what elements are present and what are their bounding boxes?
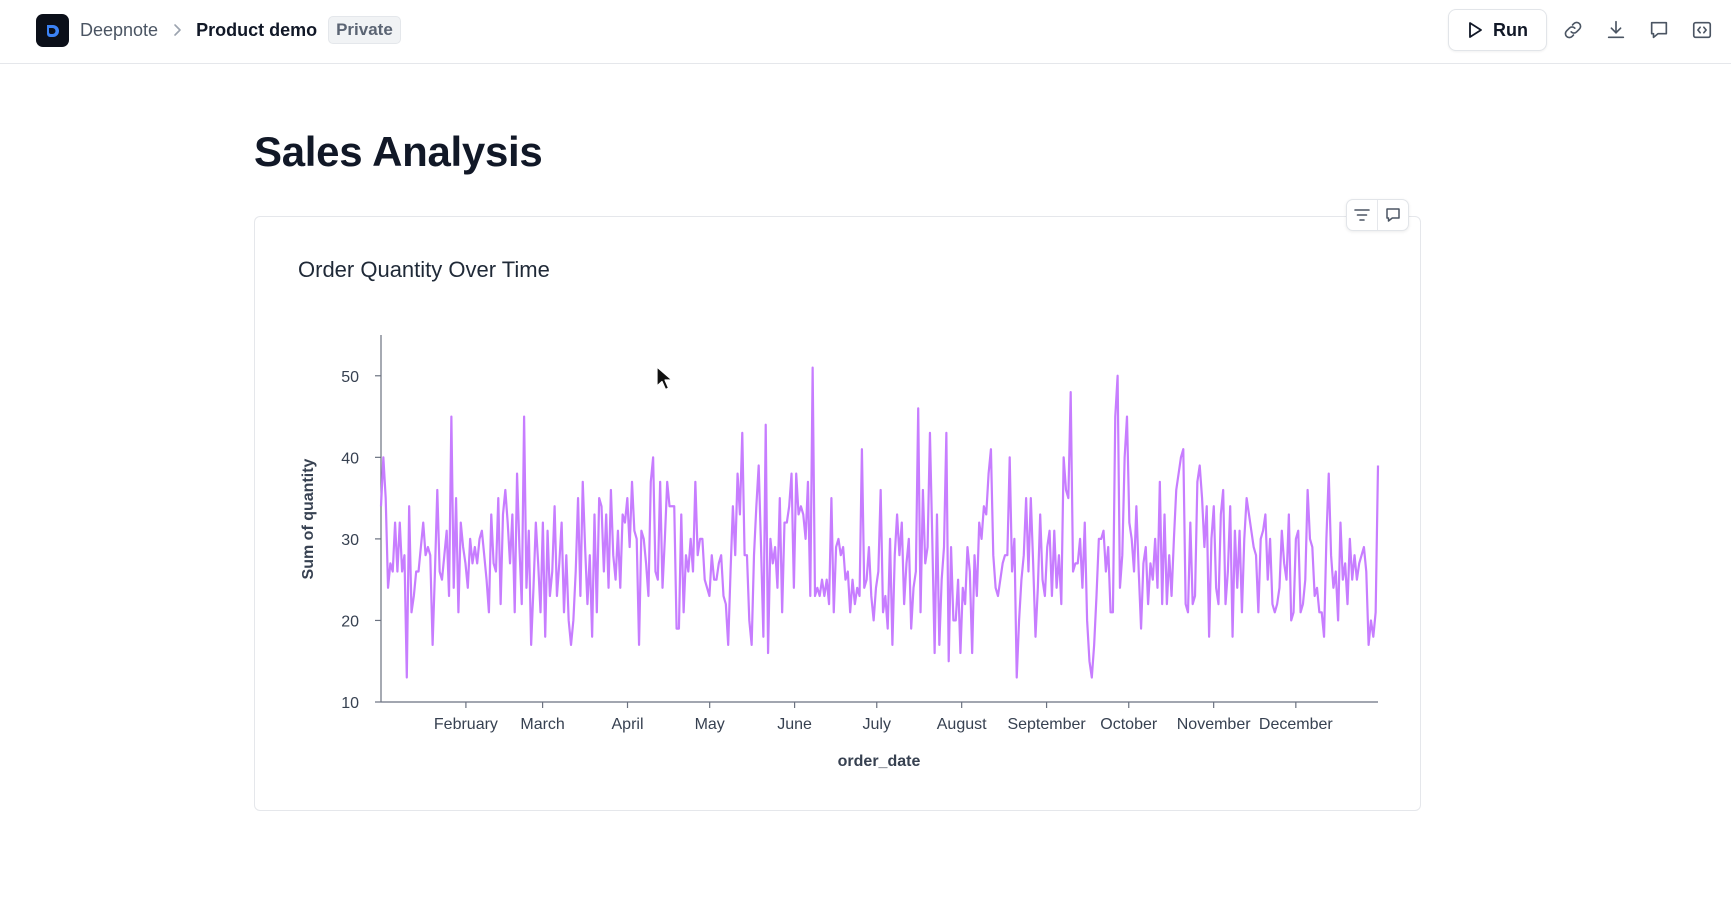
download-icon[interactable] xyxy=(1603,17,1629,43)
visibility-badge[interactable]: Private xyxy=(328,16,401,44)
mouse-cursor-icon xyxy=(656,366,673,391)
page-title: Sales Analysis xyxy=(254,128,543,175)
link-icon[interactable] xyxy=(1560,17,1586,43)
run-button[interactable]: Run xyxy=(1448,9,1547,51)
chart-card-toolbar xyxy=(1346,199,1409,231)
embed-code-icon[interactable] xyxy=(1689,17,1715,43)
top-bar: Deepnote Product demo Private Run xyxy=(0,0,1731,64)
chevron-right-icon xyxy=(172,23,182,37)
breadcrumb-workspace[interactable]: Deepnote xyxy=(80,19,159,40)
comment-icon[interactable] xyxy=(1377,200,1408,230)
filter-icon[interactable] xyxy=(1347,200,1377,230)
comment-icon[interactable] xyxy=(1646,17,1672,43)
deepnote-logo-icon[interactable] xyxy=(36,14,69,47)
chart-title: Order Quantity Over Time xyxy=(298,257,550,282)
play-icon xyxy=(1467,21,1483,39)
breadcrumb-project[interactable]: Product demo xyxy=(196,19,318,40)
run-label: Run xyxy=(1493,19,1528,40)
chart-card xyxy=(254,216,1421,811)
breadcrumb: Deepnote Product demo Private xyxy=(80,0,401,60)
